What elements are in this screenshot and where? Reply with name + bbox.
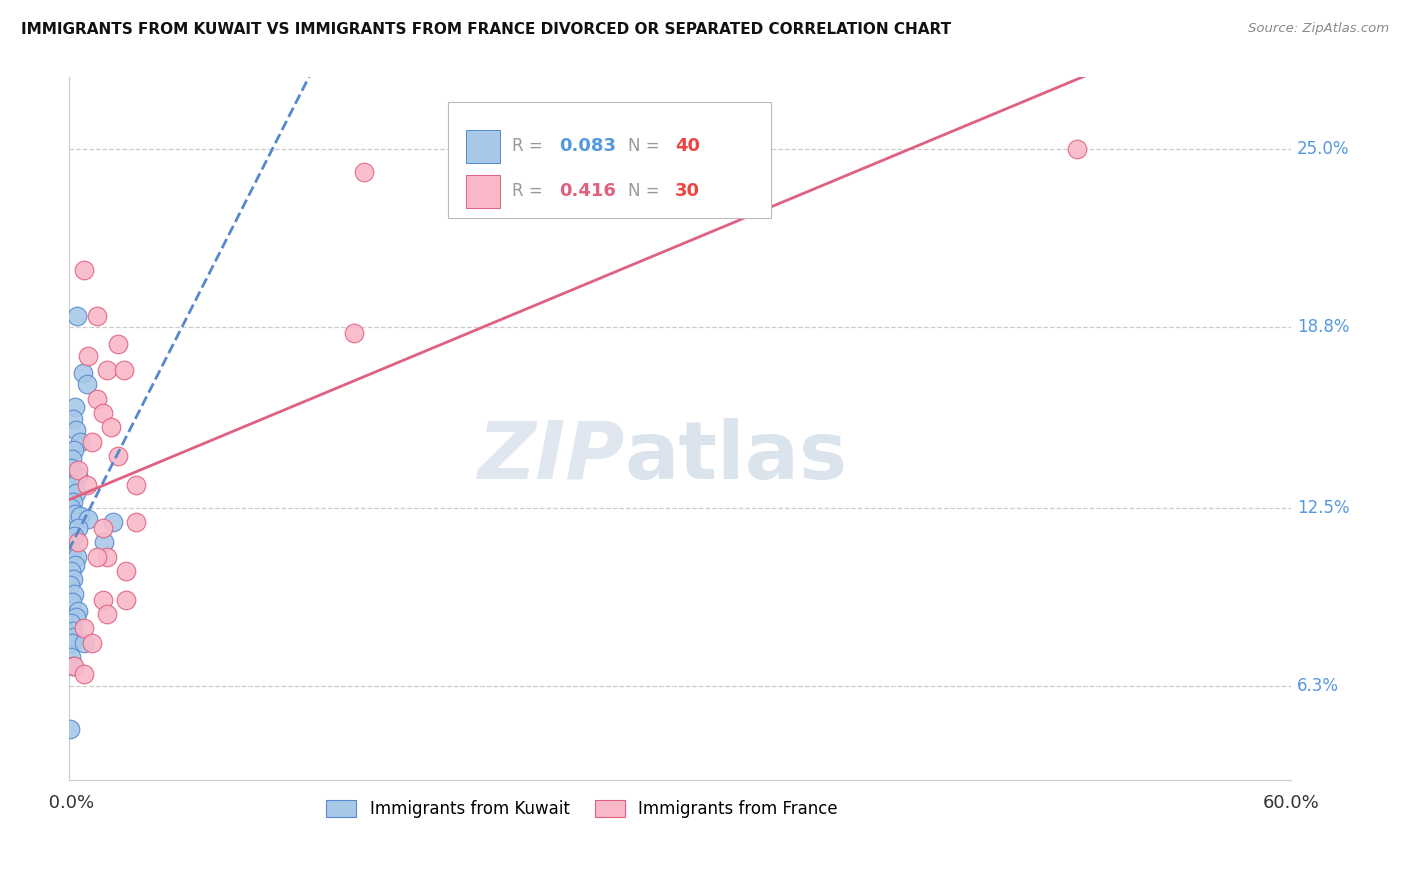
Text: 0.416: 0.416 [558, 182, 616, 200]
FancyBboxPatch shape [447, 102, 772, 218]
Point [114, 564, 136, 578]
Point [62, 624, 84, 639]
Point [69, 434, 91, 449]
Text: 30: 30 [675, 182, 700, 200]
Point [63, 558, 86, 573]
Point [60, 595, 83, 609]
Point [63, 401, 86, 415]
Point [66, 463, 89, 477]
Point [73, 262, 96, 277]
Text: 18.8%: 18.8% [1296, 318, 1350, 336]
Point [62, 573, 84, 587]
Point [1066, 142, 1088, 156]
Point [96, 607, 118, 621]
Point [77, 512, 100, 526]
Point [65, 609, 87, 624]
Text: IMMIGRANTS FROM KUWAIT VS IMMIGRANTS FROM FRANCE DIVORCED OR SEPARATED CORRELATI: IMMIGRANTS FROM KUWAIT VS IMMIGRANTS FRO… [21, 22, 952, 37]
Point [65, 423, 87, 437]
Point [63, 478, 86, 492]
Point [96, 549, 118, 564]
Text: 0.083: 0.083 [558, 136, 616, 155]
Point [63, 507, 86, 521]
Point [103, 515, 125, 529]
Point [65, 486, 87, 500]
Point [72, 366, 94, 380]
Point [62, 443, 84, 458]
Legend: Immigrants from Kuwait, Immigrants from France: Immigrants from Kuwait, Immigrants from … [319, 793, 844, 825]
Point [73, 621, 96, 635]
Point [353, 165, 375, 179]
Point [73, 635, 96, 649]
Point [59, 578, 82, 592]
Text: 12.5%: 12.5% [1296, 499, 1350, 516]
Point [86, 309, 108, 323]
Point [60, 635, 83, 649]
Point [59, 615, 82, 630]
Point [66, 309, 89, 323]
Point [62, 495, 84, 509]
Point [82, 434, 104, 449]
Text: N =: N = [628, 182, 659, 200]
Point [69, 509, 91, 524]
Text: Source: ZipAtlas.com: Source: ZipAtlas.com [1249, 22, 1389, 36]
Text: 40: 40 [675, 136, 700, 155]
Text: ZIP: ZIP [478, 418, 624, 496]
Point [67, 521, 90, 535]
Point [107, 449, 129, 463]
Point [91, 521, 114, 535]
Point [86, 392, 108, 406]
Point [66, 469, 89, 483]
Point [62, 658, 84, 673]
Point [63, 630, 86, 644]
Point [86, 549, 108, 564]
Point [63, 587, 86, 601]
Text: N =: N = [628, 136, 659, 155]
Point [114, 592, 136, 607]
FancyBboxPatch shape [465, 175, 501, 209]
Text: 6.3%: 6.3% [1296, 677, 1339, 695]
Point [62, 412, 84, 426]
Point [66, 535, 89, 549]
Point [59, 564, 82, 578]
Point [76, 377, 98, 392]
Text: 25.0%: 25.0% [1296, 140, 1350, 158]
Point [82, 635, 104, 649]
Point [60, 500, 83, 515]
Point [107, 337, 129, 351]
Point [59, 649, 82, 664]
Point [93, 535, 115, 549]
Text: R =: R = [512, 136, 543, 155]
Point [66, 549, 89, 564]
Point [100, 420, 122, 434]
Point [125, 478, 148, 492]
Point [77, 349, 100, 363]
Point [73, 667, 96, 681]
Point [91, 406, 114, 420]
Point [67, 604, 90, 618]
Point [59, 722, 82, 736]
Point [96, 363, 118, 377]
Point [125, 515, 148, 529]
Point [63, 529, 86, 543]
Text: R =: R = [512, 182, 543, 200]
FancyBboxPatch shape [465, 129, 501, 163]
Point [60, 543, 83, 558]
Point [76, 478, 98, 492]
Point [60, 452, 83, 467]
Point [62, 658, 84, 673]
Point [91, 592, 114, 607]
Point [112, 363, 135, 377]
Point [59, 460, 82, 475]
Point [343, 326, 366, 340]
Text: atlas: atlas [624, 418, 848, 496]
